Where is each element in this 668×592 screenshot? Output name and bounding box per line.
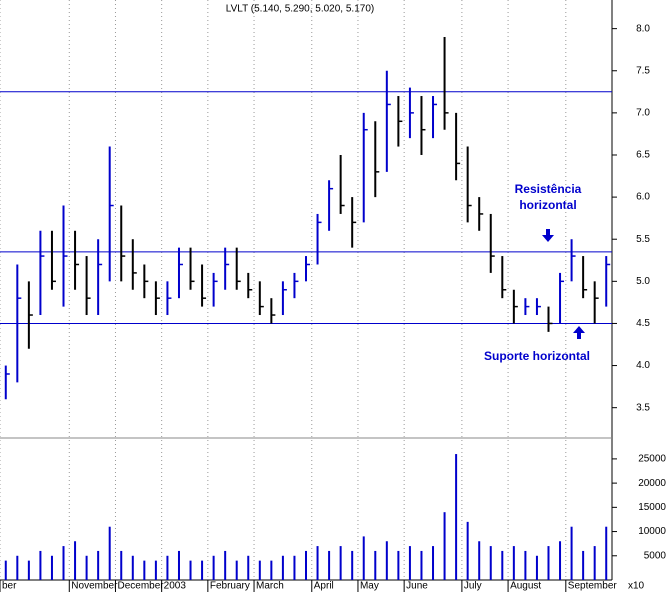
x-tick-label: September [568,581,618,592]
x-tick-label: March [256,581,284,592]
volume-bar [16,555,19,580]
volume-bar [374,550,377,580]
volume-bar [432,546,435,580]
volume-bar [154,560,157,580]
x-tick-label: April [314,581,334,592]
volume-bar [328,550,331,580]
x-tick-label: ber [2,581,17,592]
volume-bar [489,546,492,580]
annotation: Resistência [515,182,582,196]
volume-bar [339,546,342,580]
volume-bar [120,550,123,580]
x-tick-label: 2003 [164,581,187,592]
volume-bar [201,560,204,580]
volume-bar [420,550,423,580]
volume-bar [212,555,215,580]
volume-bar [50,555,53,580]
y-tick-label: 6.0 [636,192,650,203]
annotation: horizontal [519,198,576,212]
volume-unit-label: x10 [628,581,645,592]
y-tick-label: 4.0 [636,360,650,371]
volume-bar [235,560,238,580]
volume-bar [466,521,469,580]
y-tick-label: 4.5 [636,318,650,329]
x-tick-label: July [464,581,482,592]
volume-bar [316,546,319,580]
volume-bar [270,560,273,580]
volume-bar [62,546,65,580]
arrow-up [573,326,585,339]
x-tick-label: May [360,581,379,592]
volume-bar [397,550,400,580]
volume-bar [570,526,573,580]
volume-bar [258,560,261,580]
volume-bar [4,560,7,580]
volume-bar [293,555,296,580]
y-tick-label: 3.5 [636,402,650,413]
y-tick-label: 5.5 [636,234,650,245]
volume-bar [85,555,88,580]
volume-bar [166,555,169,580]
volume-bar [559,541,562,580]
volume-bar [547,546,550,580]
volume-bar [143,560,146,580]
volume-bar [535,555,538,580]
volume-bar [131,555,134,580]
y2-tick-label: 15000 [638,502,666,513]
volume-bar [385,541,388,580]
chart-title: LVLT (5.140, 5.290, 5.020, 5.170) [226,4,374,15]
volume-bar [247,555,250,580]
volume-bar [97,550,100,580]
volume-bar [177,550,180,580]
volume-bar [27,560,30,580]
volume-bar [455,454,458,580]
annotation: Suporte horizontal [484,349,590,363]
volume-bar [108,526,111,580]
y-tick-label: 8.0 [636,23,650,34]
arrow-down [542,229,554,242]
volume-bar [524,550,527,580]
x-tick-label: June [406,581,428,592]
y-tick-label: 7.5 [636,65,650,76]
volume-bar [512,546,515,580]
y2-tick-label: 5000 [644,550,667,561]
x-tick-label: November [71,581,118,592]
volume-bar [305,550,307,580]
y-tick-label: 6.5 [636,150,650,161]
y2-tick-label: 10000 [638,526,666,537]
volume-bar [39,550,42,580]
x-tick-label: February [210,581,250,592]
y-tick-label: 7.0 [636,108,650,119]
volume-bar [281,555,284,580]
volume-bar [605,526,608,580]
volume-bar [501,550,504,580]
volume-bar [74,541,77,580]
volume-bar [593,546,596,580]
volume-bar [408,546,411,580]
volume-bar [189,560,192,580]
y2-tick-label: 20000 [638,478,666,489]
y-tick-label: 5.0 [636,276,650,287]
volume-bar [478,541,481,580]
x-tick-label: August [510,581,541,592]
y2-tick-label: 25000 [638,454,666,465]
volume-bar [224,550,227,580]
volume-bar [362,536,365,580]
x-tick-label: December [117,581,164,592]
volume-bar [443,512,446,580]
volume-bar [351,550,354,580]
volume-bar [582,550,585,580]
